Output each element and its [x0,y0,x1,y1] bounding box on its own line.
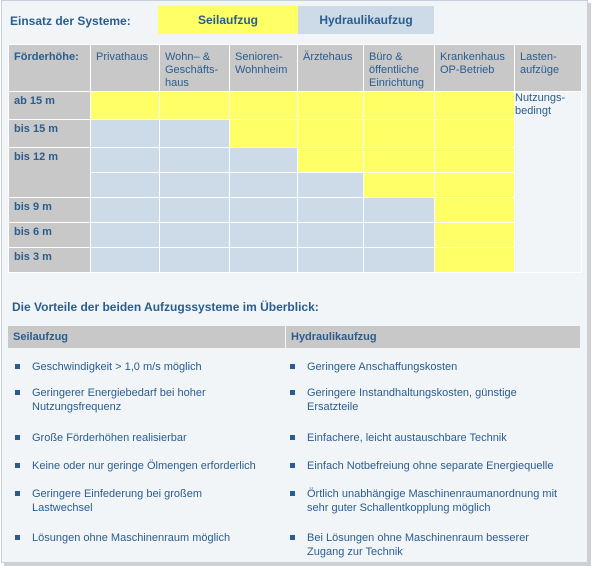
bullet-icon [290,463,295,468]
table-row-bis-15m: bis 15 m [8,119,582,148]
seil-advantage-item: Lösungen ohne Maschinenraum möglich [15,531,283,547]
seil-cell [434,222,515,248]
hydraulik-cell [90,147,160,173]
hydraulik-cell [363,197,435,223]
header-wohn-geschaeftshaus: Wohn– & Geschäfts-haus [159,44,230,92]
seil-cell [229,119,298,148]
table-row-bis-12m: bis 12 m [8,147,582,198]
hydraulik-cell [90,197,160,223]
hydraulik-cell [90,172,160,198]
hydraulik-cell [297,172,364,198]
hydraulik-cell [363,247,435,273]
hydraulik-cell [297,197,364,223]
seil-cell [434,91,515,120]
legend-label: Einsatz der Systeme: [10,14,131,28]
hydraulik-cell [159,222,230,248]
bullet-icon [15,435,20,440]
hydraulik-advantage-item: Geringere Anschaffungskosten [290,360,582,376]
row-label: bis 9 m [8,197,91,223]
hydraulik-cell [229,172,298,198]
seil-cell [297,91,364,120]
seil-advantage-item: Geschwindigkeit > 1,0 m/s möglich [15,360,283,376]
legend-hydraulikaufzug: Hydraulikaufzug [298,6,434,34]
seil-advantage-item: Geringerer Energiebedarf bei hoher Nutzun… [15,386,283,416]
hydraulik-advantage-item: Einfachere, leicht austauschbare Technik [290,431,582,447]
hydraulik-cell [159,197,230,223]
header-foerderhoehe: Förderhöhe: [8,44,91,92]
bullet-icon [15,535,20,540]
hydraulik-cell [229,197,298,223]
seil-cell [434,172,515,198]
bullet-icon [290,435,295,440]
row-label: bis 12 m [8,147,91,198]
seil-cell [297,147,364,173]
row-label: bis 15 m [8,119,91,148]
lasten-note: Nutzungs-bedingt [514,91,582,273]
table-row-ab-15m: ab 15 m Nutzungs-bedingt [8,91,582,273]
seil-advantage-item: Geringere Einfederung bei großem Lastwech… [15,487,283,517]
legend-seilaufzug: Seilaufzug [158,6,298,34]
seil-cell [434,147,515,173]
bullet-icon [290,491,295,496]
bullet-icon [15,364,20,369]
header-lastenaufzuege: Lasten-aufzüge [514,44,582,92]
hydraulik-cell [363,222,435,248]
seil-cell [434,197,515,223]
hydraulik-cell [229,222,298,248]
hydraulik-cell [159,147,230,173]
seil-cell [159,91,230,120]
row-label: ab 15 m [8,91,91,120]
bullet-icon [290,390,295,395]
hydraulik-advantage-item: Einfach Notbefreiung ohne separate Energ… [290,459,582,475]
seil-cell [90,91,160,120]
hydraulik-cell [159,172,230,198]
hydraulik-cell [159,247,230,273]
hydraulik-advantage-item: Bei Lösungen ohne Maschinenraum besserer… [290,531,582,561]
vorteile-title: Die Vorteile der beiden Aufzugssysteme i… [12,300,319,314]
seil-cell [363,119,435,148]
seil-advantage-item: Keine oder nur geringe Ölmengen erforder… [15,459,283,475]
hydraulikaufzug-column-header: Hydraulikaufzug [286,326,580,348]
einsatz-table: Förderhöhe: Privathaus Wohn– & Geschäfts-… [8,44,582,273]
hydraulik-advantage-item: Geringere Instandhaltungskosten, günstig… [290,386,582,416]
seil-cell [363,147,435,173]
hydraulik-cell [297,222,364,248]
row-label: bis 3 m [8,247,91,273]
table-row-bis-9m: bis 9 m [8,197,582,223]
bullet-icon [15,390,20,395]
hydraulik-cell [159,119,230,148]
seil-cell [297,119,364,148]
hydraulik-cell [229,247,298,273]
seil-cell [229,91,298,120]
header-krankenhaus: Krankenhaus OP-Betrieb [434,44,515,92]
seil-cell [434,119,515,148]
bullet-icon [15,463,20,468]
header-privathaus: Privathaus [90,44,160,92]
header-seniorenwohnheim: Senioren- Wohnheim [229,44,298,92]
seilaufzug-column-header: Seilaufzug [8,326,285,348]
bullet-icon [15,491,20,496]
header-buero: Büro & öffentliche Einrichtung [363,44,435,92]
seil-advantage-item: Große Förderhöhen realisierbar [15,431,283,447]
hydraulik-cell [297,247,364,273]
hydraulik-cell [90,222,160,248]
table-row-bis-12m-lower [9,172,582,198]
seil-cell [363,172,435,198]
table-header-row: Förderhöhe: Privathaus Wohn– & Geschäfts-… [8,44,582,92]
seil-cell [434,247,515,273]
hydraulik-advantage-item: Örtlich unabhängige Maschinenraumanordnu… [290,487,582,517]
row-label: bis 6 m [8,222,91,248]
bullet-icon [290,364,295,369]
seil-cell [363,91,435,120]
hydraulik-cell [229,147,298,173]
table-row-bis-3m: bis 3 m [8,247,582,273]
table-row-bis-6m: bis 6 m [8,222,582,248]
header-aerztehaus: Ärztehaus [297,44,364,92]
hydraulik-cell [90,247,160,273]
bullet-icon [290,535,295,540]
hydraulik-cell [90,119,160,148]
